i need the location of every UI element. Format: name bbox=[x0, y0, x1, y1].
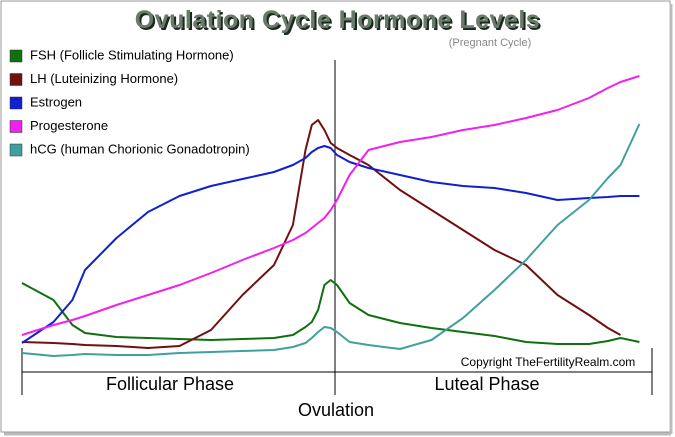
phase-label: Follicular Phase bbox=[106, 374, 234, 394]
series-line bbox=[21, 279, 640, 345]
legend-swatch bbox=[9, 73, 23, 86]
legend-swatch bbox=[9, 120, 23, 133]
legend-swatch bbox=[9, 143, 23, 157]
legend-label: FSH (Follicle Stimulating Hormone) bbox=[30, 47, 234, 62]
series-line bbox=[21, 119, 621, 349]
legend-label: hCG (human Chorionic Gonadotropin) bbox=[30, 141, 250, 156]
legend-label: LH (Luteinizing Hormone) bbox=[30, 71, 178, 86]
subtitle: (Pregnant Cycle) bbox=[449, 37, 532, 49]
legend-swatch bbox=[9, 96, 23, 110]
copyright: Copyright TheFertilityRealm.com bbox=[461, 355, 636, 369]
series-line bbox=[21, 123, 641, 357]
legend-swatch bbox=[9, 49, 23, 63]
legend-label: Estrogen bbox=[30, 94, 82, 109]
chart-title: Ovulation Cycle Hormone Levels bbox=[134, 6, 541, 34]
phase-label: Luteal Phase bbox=[434, 374, 539, 394]
legend-label: Progesterone bbox=[30, 118, 108, 133]
series-line bbox=[21, 145, 640, 344]
ovulation-label: Ovulation bbox=[298, 400, 374, 420]
series-line bbox=[21, 75, 640, 336]
